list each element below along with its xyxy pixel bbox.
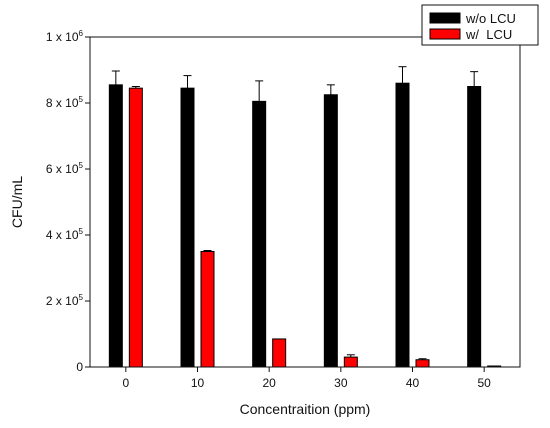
axes: 0 2 x 105 4 x 105 6 x 105 8 x 105 1 x 106 0 10 2… [46,29,521,390]
y-tick-label: 4 x 105 [46,227,84,242]
bar-with-lcu [343,356,358,368]
bar-without-lcu [180,87,195,368]
bar-with-lcu [272,338,287,368]
x-tick-label: 40 [406,376,420,390]
y-tick-label: 2 x 105 [46,293,84,308]
plot-frame [89,36,521,368]
bar-with-lcu [128,87,143,368]
legend-swatch-with-lcu [429,28,461,40]
bar-with-lcu [415,359,430,368]
x-tick-label: 20 [262,376,276,390]
legend-swatch-without-lcu [429,12,461,24]
bar-without-lcu [323,94,338,368]
bar-without-lcu [252,100,267,368]
y-tick-label: 1 x 106 [46,29,84,44]
bar-without-lcu [467,86,482,368]
y-tick-label: 8 x 105 [46,95,84,110]
bar-without-lcu [108,84,123,368]
y-tick-label: 6 x 105 [46,161,84,176]
x-tick-label: 10 [191,376,205,390]
x-tick-label: 0 [122,376,129,390]
plot-area [108,66,502,368]
bar-without-lcu [395,82,410,368]
y-axis-title: CFU/mL [9,176,25,228]
x-axis-title: Concentraition (ppm) [240,401,371,417]
bar-with-lcu [200,251,215,368]
x-tick-label: 50 [477,376,491,390]
legend-label-without-lcu: w/o LCU [465,11,516,26]
x-tick-label: 30 [334,376,348,390]
y-tick-label: 0 [76,360,83,374]
legend-label-with-lcu: w/ LCU [465,27,512,42]
